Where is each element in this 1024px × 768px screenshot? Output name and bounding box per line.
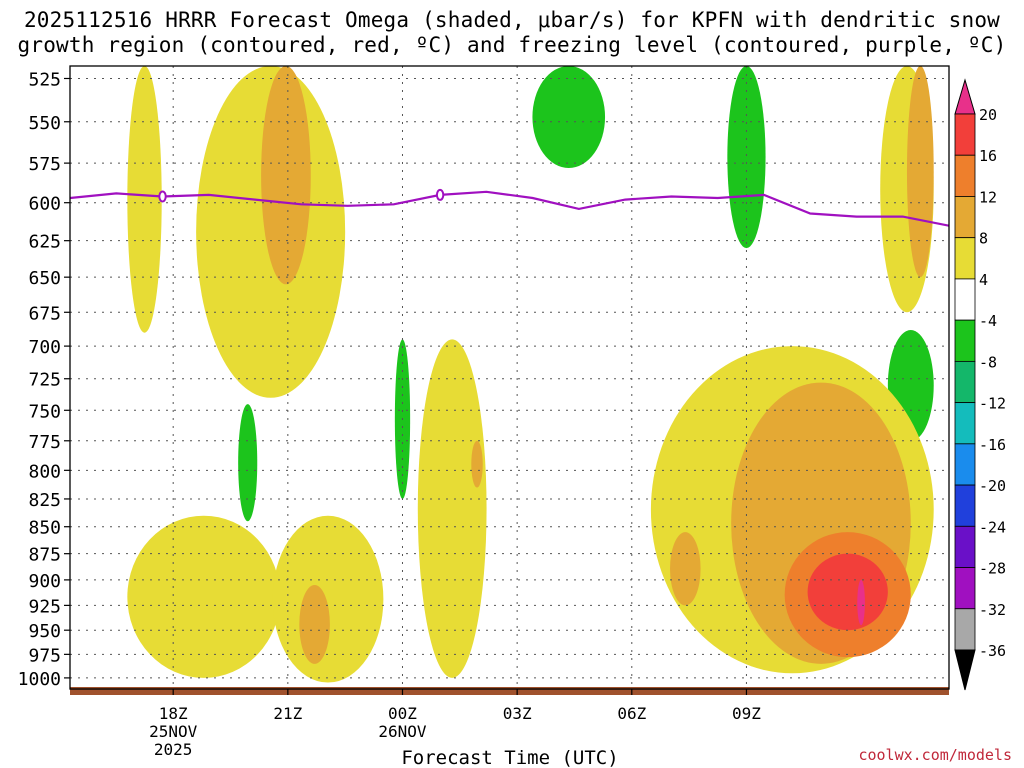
omega-region-6 <box>727 66 766 249</box>
freezing-level-label-0 <box>158 190 167 203</box>
colorbar-label-2: 12 <box>979 188 997 206</box>
colorbar-top-arrow <box>954 78 976 115</box>
colorbar-segment-4 <box>954 278 976 321</box>
y-tick-label-550: 550 <box>28 113 61 134</box>
x-tick-label-0: 18Z <box>159 704 188 723</box>
colorbar-label-10: -24 <box>979 518 1006 536</box>
x-tick-date-2: 26NOV <box>378 722 427 741</box>
omega-region-14 <box>670 532 701 606</box>
omega-region-20 <box>906 66 934 278</box>
y-tick-label-525: 525 <box>28 69 61 90</box>
y-tick-label-625: 625 <box>28 232 61 253</box>
y-tick-label-725: 725 <box>28 370 61 391</box>
y-tick-label-675: 675 <box>28 303 61 324</box>
colorbar-segment-5 <box>954 319 976 362</box>
colorbar-label-11: -28 <box>979 560 1006 578</box>
y-tick-label-875: 875 <box>28 545 61 566</box>
colorbar-label-7: -12 <box>979 395 1006 413</box>
chart-title-line2: growth region (contoured, red, ºC) and f… <box>17 33 1007 57</box>
omega-region-9 <box>272 515 384 683</box>
x-tick-date-0: 25NOV <box>149 722 198 741</box>
colorbar-label-5: -4 <box>979 312 997 330</box>
colorbar-legend: 20 16 12 8 4 -4 -8 -12 -16 -20 -24 -28 -32 -36 <box>954 78 1006 691</box>
colorbar-label-9: -20 <box>979 477 1006 495</box>
y-tick-label-800: 800 <box>28 461 61 482</box>
y-tick-label-850: 850 <box>28 518 61 539</box>
colorbar-segment-2 <box>954 196 976 239</box>
colorbar-segment-7 <box>954 402 976 445</box>
colorbar-segment-3 <box>954 237 976 280</box>
omega-region-11 <box>417 339 487 678</box>
colorbar-segment-0 <box>954 113 976 156</box>
freezing-level-label-1 <box>435 188 445 201</box>
chart-title-line1: 2025112516 HRRR Forecast Omega (shaded, … <box>23 8 1001 32</box>
x-tick-label-5: 09Z <box>732 704 761 723</box>
y-tick-label-750: 750 <box>28 401 61 422</box>
credit-text: coolwx.com/models <box>858 746 1012 764</box>
colorbar-segment-8 <box>954 443 976 486</box>
pressure-axis: 525 550 575 600 625 650 675 700 725 750 775 800 825 8… <box>18 69 70 690</box>
omega-region-5 <box>532 66 606 168</box>
omega-region-12 <box>471 440 483 488</box>
omega-region-2 <box>261 66 311 285</box>
y-tick-label-925: 925 <box>28 596 61 617</box>
y-tick-label-575: 575 <box>28 154 61 175</box>
colorbar-label-0: 20 <box>979 106 997 124</box>
freezing-level-line <box>70 190 949 227</box>
x-tick-year-0: 2025 <box>154 740 193 759</box>
x-tick-label-3: 03Z <box>503 704 532 723</box>
freezing-level-contour <box>70 188 949 227</box>
omega-region-0 <box>127 66 162 333</box>
colorbar-label-8: -16 <box>979 436 1006 454</box>
x-tick-label-2: 00Z <box>388 704 417 723</box>
y-tick-label-775: 775 <box>28 432 61 453</box>
colorbar-segment-1 <box>954 154 976 197</box>
y-tick-label-825: 825 <box>28 490 61 511</box>
colorbar-segment-10 <box>954 525 976 568</box>
colorbar-label-13: -36 <box>979 642 1006 660</box>
y-tick-label-700: 700 <box>28 337 61 358</box>
colorbar-label-1: 16 <box>979 147 997 165</box>
omega-shading <box>127 66 934 683</box>
y-tick-label-900: 900 <box>28 571 61 592</box>
y-tick-label-650: 650 <box>28 268 61 289</box>
x-axis-label: Forecast Time (UTC) <box>401 747 618 768</box>
y-tick-label-1000: 1000 <box>18 669 61 690</box>
colorbar-label-12: -32 <box>979 601 1006 619</box>
colorbar-label-4: 4 <box>979 271 988 289</box>
colorbar-segment-9 <box>954 484 976 527</box>
omega-region-17 <box>807 553 888 631</box>
x-tick-label-1: 21Z <box>273 704 302 723</box>
colorbar-segment-12 <box>954 608 976 651</box>
colorbar-label-3: 8 <box>979 230 988 248</box>
colorbar-segment-6 <box>954 360 976 404</box>
plot-frame <box>69 65 950 690</box>
ground-surface <box>70 687 949 695</box>
y-tick-label-975: 975 <box>28 645 61 666</box>
colorbar-label-6: -8 <box>979 353 997 371</box>
x-tick-label-4: 06Z <box>617 704 646 723</box>
omega-region-18 <box>857 579 865 626</box>
omega-region-3 <box>238 404 258 522</box>
colorbar-segment-11 <box>954 567 976 610</box>
omega-region-8 <box>127 515 281 678</box>
y-tick-label-950: 950 <box>28 621 61 642</box>
y-tick-label-600: 600 <box>28 194 61 215</box>
colorbar-bottom-arrow <box>954 649 976 691</box>
omega-region-10 <box>299 585 330 664</box>
